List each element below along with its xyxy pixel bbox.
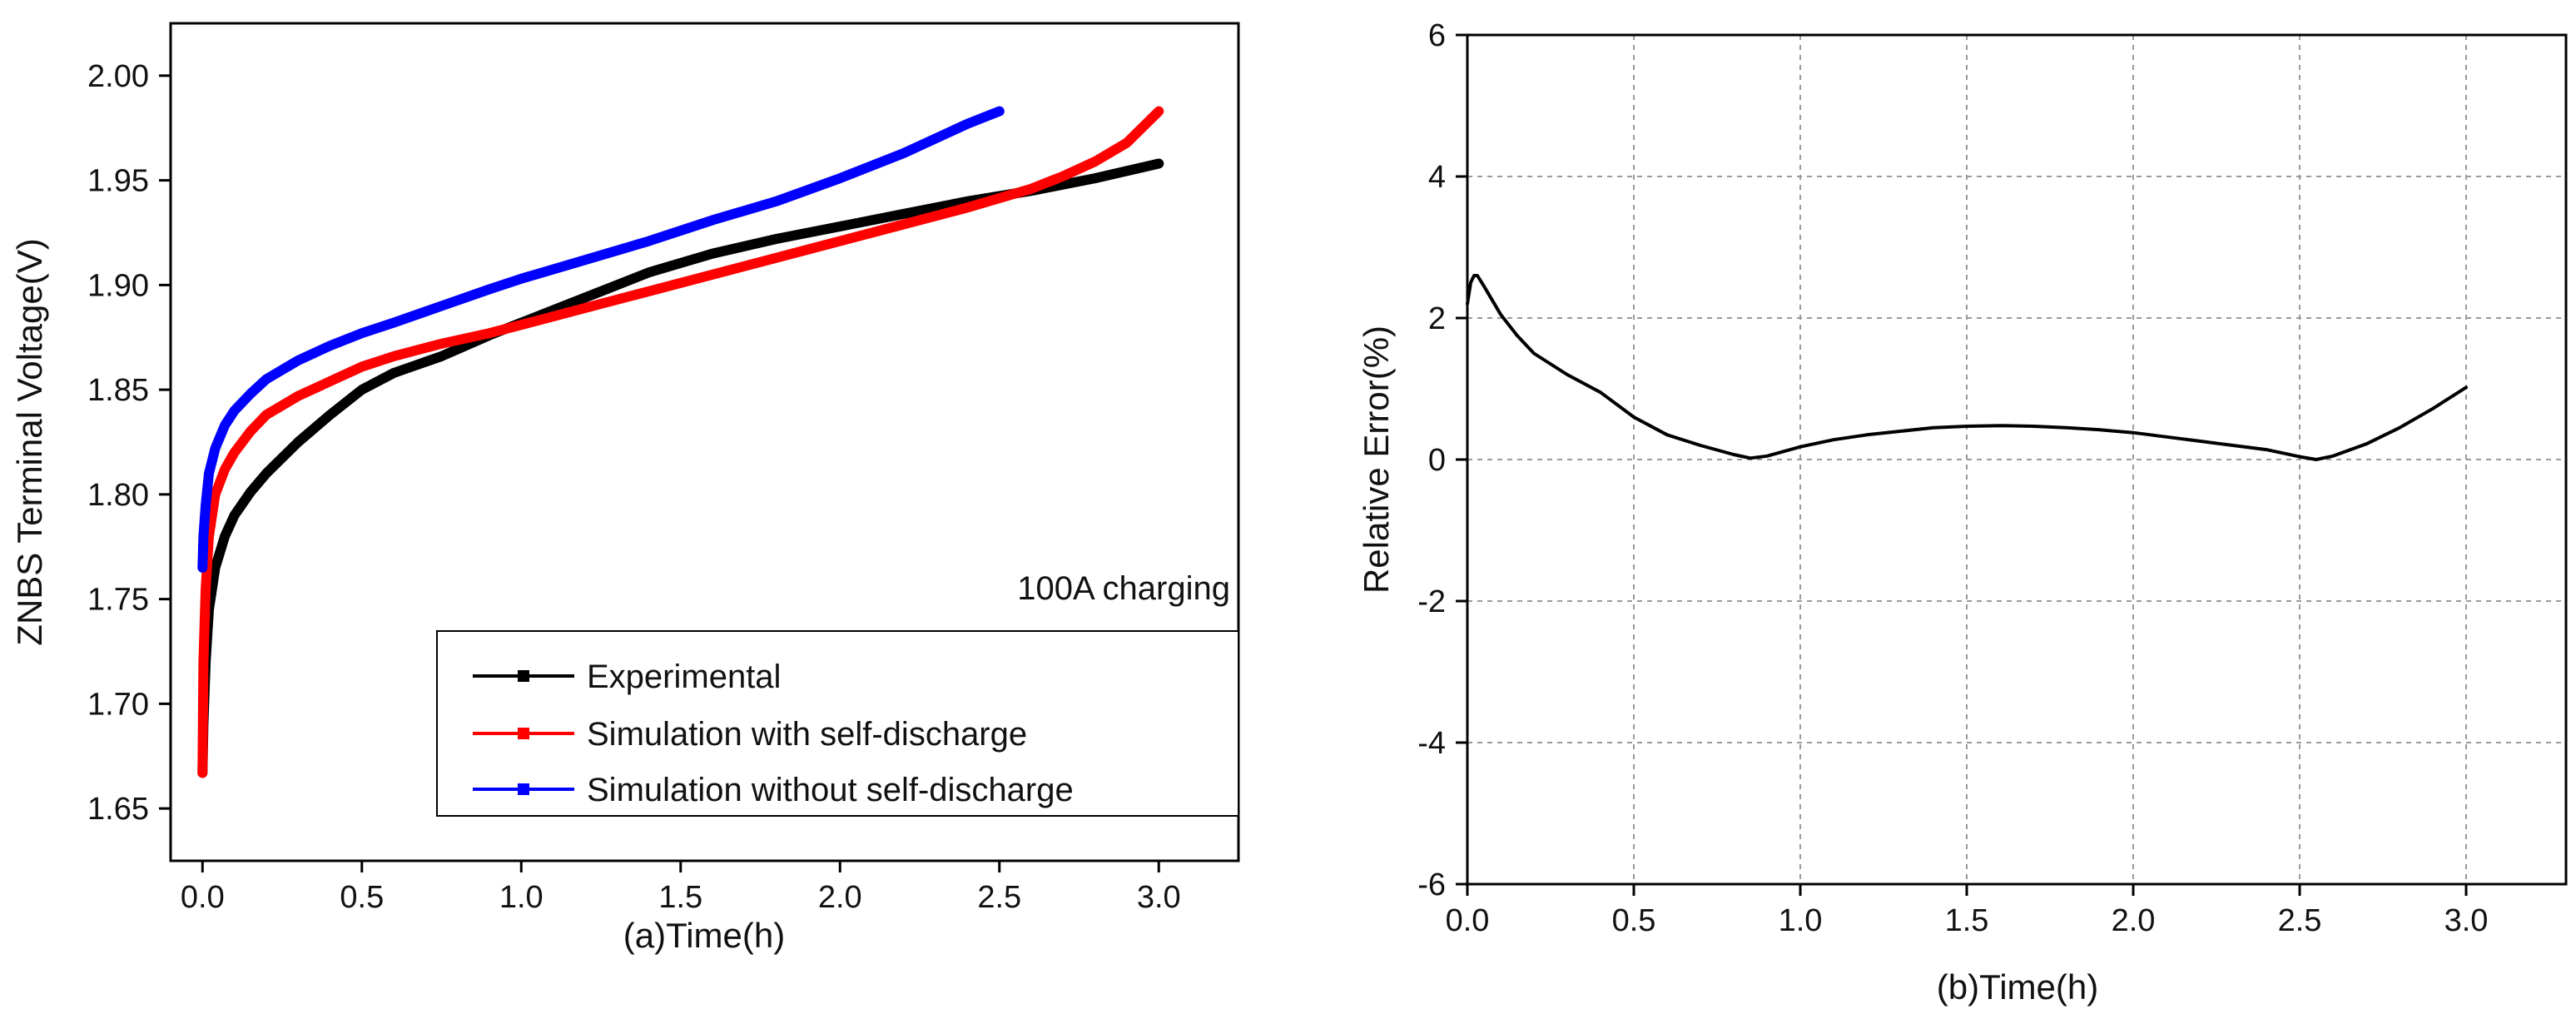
series-line-relative-error (1466, 274, 2468, 461)
panel-a-y-tick-label: 1.90 (87, 268, 149, 303)
panel-b-gridlines (1467, 34, 2566, 885)
panel-a-y-tick-label: 1.80 (87, 478, 149, 513)
panel-b-y-tick-label: -2 (1417, 584, 1446, 619)
panel-a-y-tick-label: 1.70 (87, 687, 149, 722)
panel-b-x-tick-label: 1.0 (1779, 903, 1823, 938)
series-line-simulation-without-self-discharge (197, 106, 1005, 573)
legend-marker-simulation-without-self-discharge (518, 783, 529, 795)
panel-b-series-group (1466, 274, 2468, 461)
legend: Experimental Simulation with self-dischar… (436, 630, 1239, 817)
series-line-experimental (197, 158, 1164, 778)
panel-a-y-axis-title: ZNBS Terminal Voltage(V) (10, 238, 49, 645)
legend-marker-experimental (518, 670, 529, 682)
panel-a-x-tick-label: 1.0 (499, 880, 543, 915)
panel-a-y-tick-label: 1.85 (87, 373, 149, 408)
charging-annotation: 100A charging (1017, 570, 1230, 607)
panel-a-series-group (197, 106, 1164, 778)
panel-a-x-tick-label: 2.5 (977, 880, 1021, 915)
panel-b-y-tick-label: 2 (1428, 301, 1446, 336)
panel-b-error-chart: 0.0 0.5 1.0 1.5 2.0 2.5 3.0 -6 -4 -2 0 2 4 6 (b)Time… (1357, 18, 2568, 1007)
panel-b-x-tick-label: 3.0 (2444, 903, 2489, 938)
panel-b-x-axis-title: (b)Time(h) (1937, 967, 2098, 1007)
panel-b-y-tick-label: 6 (1428, 18, 1446, 53)
panel-a-y-tick-label: 1.75 (87, 583, 149, 618)
panel-a-x-ticks: 0.0 0.5 1.0 1.5 2.0 2.5 3.0 (181, 861, 1181, 915)
panel-a-plot-frame (169, 22, 1240, 862)
panel-a-x-tick-label: 1.5 (658, 880, 702, 915)
legend-label-simulation-with-self-discharge: Simulation with self-discharge (587, 716, 1027, 753)
panel-a-x-tick-label: 3.0 (1137, 880, 1181, 915)
panel-a-x-tick-label: 0.0 (181, 880, 225, 915)
panel-b-y-axis-title: Relative Error(%) (1357, 326, 1396, 594)
panel-b-y-tick-label: 4 (1428, 160, 1446, 195)
panel-b-x-tick-label: 1.5 (1945, 903, 1989, 938)
panel-a-x-tick-label: 0.5 (340, 880, 384, 915)
panel-b-x-ticks: 0.0 0.5 1.0 1.5 2.0 2.5 3.0 (1446, 884, 2489, 938)
panel-a-x-axis-title: (a)Time(h) (623, 916, 785, 955)
series-line-simulation-with-self-discharge (197, 106, 1164, 778)
panel-a-x-tick-label: 2.0 (818, 880, 862, 915)
legend-marker-simulation-with-self-discharge (518, 728, 529, 739)
panel-a-y-ticks: 1.65 1.70 1.75 1.80 1.85 1.90 1.95 2.00 (87, 59, 171, 827)
legend-label-experimental: Experimental (587, 659, 781, 695)
panel-b-x-tick-label: 0.5 (1612, 903, 1656, 938)
panel-b-y-tick-label: -6 (1417, 867, 1446, 902)
panel-b-x-tick-label: 2.5 (2278, 903, 2322, 938)
legend-label-simulation-without-self-discharge: Simulation without self-discharge (587, 772, 1074, 808)
panel-a-voltage-chart: 0.0 0.5 1.0 1.5 2.0 2.5 3.0 1.651.701.751.801.… (10, 22, 1240, 955)
panel-b-y-ticks: -6 -4 -2 0 2 4 6 (1417, 18, 1467, 902)
panel-a-y-tick-label: 1.65 (87, 792, 149, 827)
panel-b-x-tick-label: 2.0 (2112, 903, 2156, 938)
panel-a-y-tick-label: 2.00 (87, 59, 149, 94)
panel-b-y-tick-label: 0 (1428, 443, 1446, 478)
panel-a-y-tick-label: 1.95 (87, 164, 149, 199)
legend-box (436, 630, 1239, 817)
panel-b-x-tick-label: 0.0 (1446, 903, 1490, 938)
panel-b-y-tick-label: -4 (1417, 726, 1446, 761)
